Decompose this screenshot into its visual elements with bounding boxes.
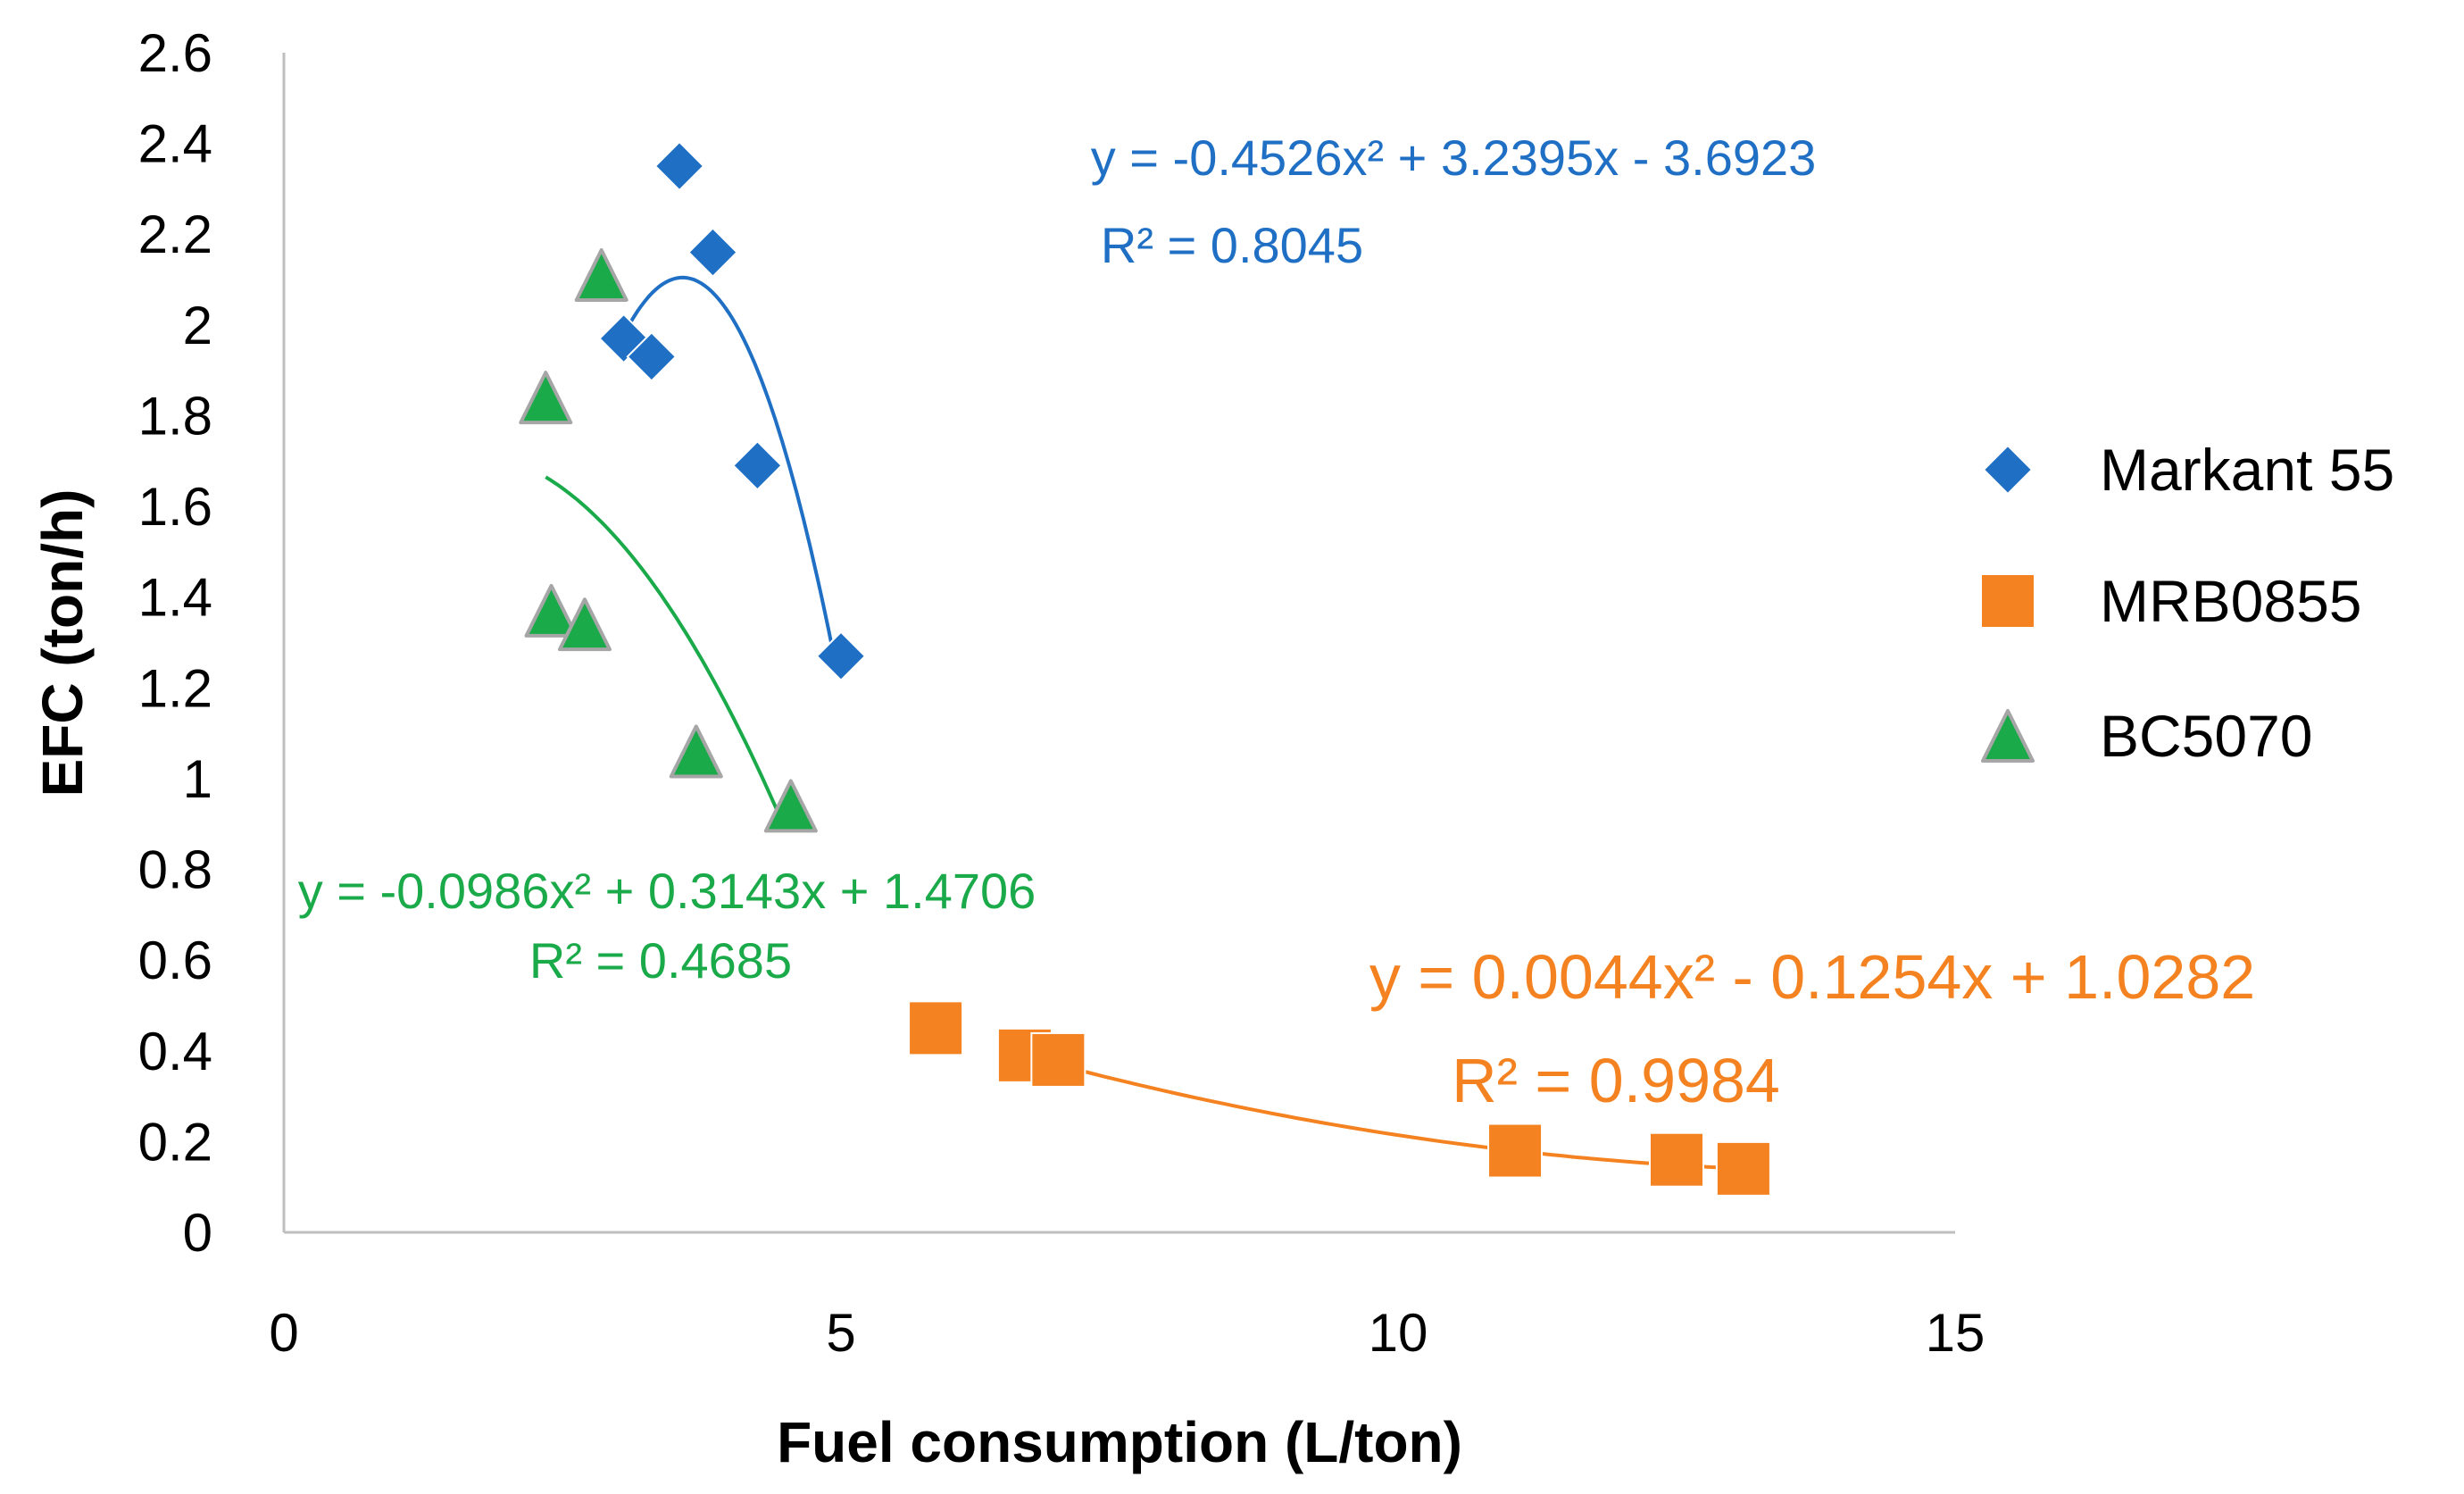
data-point-markant-55 xyxy=(687,227,738,278)
trendline-r2-bc5070: R² = 0.4685 xyxy=(529,932,792,989)
trendline-equation-markant-55: y = -0.4526x² + 3.2395x - 3.6923 xyxy=(1091,129,1817,186)
legend-marker-markant-55 xyxy=(1982,444,2034,496)
data-point-mrb0855 xyxy=(1715,1140,1771,1197)
legend-marker-bc5070 xyxy=(1981,709,2035,763)
data-markers xyxy=(519,140,1771,1197)
data-point-bc5070 xyxy=(669,724,723,779)
legend-label-mrb0855: MRB0855 xyxy=(2100,568,2362,634)
legend-label-markant-55: Markant 55 xyxy=(2100,437,2394,503)
trendline-r2-mrb0855: R² = 0.9984 xyxy=(1452,1046,1780,1115)
x-tick-label: 5 xyxy=(826,1303,855,1363)
y-tick-label: 0 xyxy=(183,1203,212,1263)
y-tick-label: 0.4 xyxy=(138,1022,212,1081)
trendline-equation-mrb0855: y = 0.0044x² - 0.1254x + 1.0282 xyxy=(1369,942,2255,1012)
data-point-mrb0855 xyxy=(1487,1123,1544,1179)
data-point-markant-55 xyxy=(815,630,867,682)
data-point-bc5070 xyxy=(763,779,818,833)
legend-label-bc5070: BC5070 xyxy=(2100,703,2313,769)
data-point-bc5070 xyxy=(557,597,612,652)
axes: 0 0.2 0.4 0.6 0.8 1 1.2 1.4 1.6 1.8 2 2.2 2.4 2.6 0 5 10… xyxy=(30,23,1985,1474)
trendline-r2-markant-55: R² = 0.8045 xyxy=(1101,217,1363,273)
x-axis-title: Fuel consumption (L/ton) xyxy=(777,1410,1462,1474)
y-tick-label: 2.6 xyxy=(138,23,212,83)
y-tick-label: 1 xyxy=(183,749,212,809)
y-tick-label: 1.6 xyxy=(138,477,212,537)
y-axis-title: EFC (ton/h) xyxy=(30,489,95,797)
y-tick-label: 1.8 xyxy=(138,386,212,446)
y-tick-label: 1.4 xyxy=(138,568,212,628)
data-point-bc5070 xyxy=(524,583,579,638)
y-tick-label: 2.2 xyxy=(138,204,212,264)
data-point-mrb0855 xyxy=(908,1000,964,1056)
y-tick-label: 0.8 xyxy=(138,840,212,900)
trendline-equation-bc5070: y = -0.0986x² + 0.3143x + 1.4706 xyxy=(298,863,1036,919)
data-point-bc5070 xyxy=(574,247,628,302)
y-tick-label: 2 xyxy=(183,296,212,355)
legend: Markant 55 MRB0855 BC5070 xyxy=(1980,437,2394,769)
legend-marker-mrb0855 xyxy=(1980,573,2035,629)
y-tick-label: 0.6 xyxy=(138,931,212,990)
y-tick-label: 2.4 xyxy=(138,114,212,174)
data-point-markant-55 xyxy=(626,330,678,382)
trendline-bc5070 xyxy=(545,475,787,830)
trendline-markant-55 xyxy=(621,275,837,664)
data-point-bc5070 xyxy=(519,371,573,425)
trendlines xyxy=(545,275,1744,1171)
trendline-mrb0855 xyxy=(1019,1052,1744,1171)
y-tick-label: 0.2 xyxy=(138,1112,212,1172)
data-point-markant-55 xyxy=(731,439,783,491)
x-tick-label: 10 xyxy=(1369,1303,1428,1363)
data-point-mrb0855 xyxy=(1030,1031,1086,1088)
trendline-equations: y = -0.4526x² + 3.2395x - 3.6923 R² = 0.8… xyxy=(298,129,2255,1115)
data-point-mrb0855 xyxy=(1649,1131,1704,1188)
x-tick-label: 0 xyxy=(269,1303,298,1363)
data-point-markant-55 xyxy=(653,140,705,192)
y-tick-label: 1.2 xyxy=(138,658,212,718)
x-tick-label: 15 xyxy=(1926,1303,1985,1363)
